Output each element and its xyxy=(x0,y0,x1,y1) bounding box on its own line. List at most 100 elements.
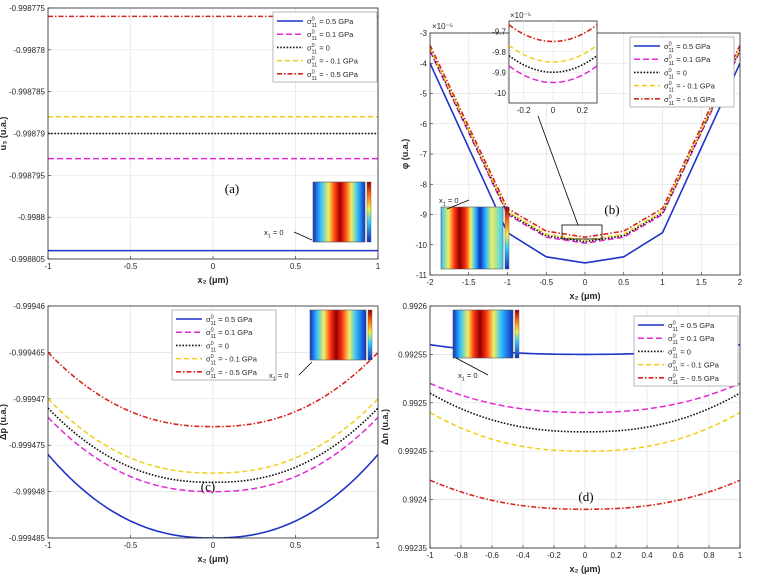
y-tick-label: 0.9926 xyxy=(403,302,428,311)
legend-entry: σ0 11 = 0.5 GPa xyxy=(664,42,711,55)
y-axis-label: Δp (u.a.) xyxy=(0,404,8,440)
y-tick-label: -9 xyxy=(420,211,428,220)
x-tick-label: -1 xyxy=(44,262,52,271)
legend-entry: σ0 11 = - 0.5 GPa xyxy=(206,367,258,380)
y-tick-label: 0.9924 xyxy=(403,496,428,505)
x-tick-label: -0.4 xyxy=(516,551,530,560)
y-tick-label: -0.99946 xyxy=(13,302,45,311)
y-tick-label: -11 xyxy=(416,271,428,280)
x-tick-label: 0.6 xyxy=(672,551,684,560)
x1-annotation: x1 = 0 xyxy=(439,196,459,208)
zoom-connector xyxy=(537,115,579,226)
colorbar xyxy=(366,181,372,243)
x1-annotation: x1 = 0 xyxy=(458,371,478,383)
x-tick-label: 0 xyxy=(211,541,216,550)
series-line xyxy=(48,453,378,538)
y-tick-label: -0.999485 xyxy=(9,534,46,543)
zoom-box xyxy=(561,224,603,240)
colorbar xyxy=(504,206,510,270)
panel-label: (a) xyxy=(225,181,239,196)
x-tick-label: 2 xyxy=(738,278,743,287)
x-tick-label: 0.8 xyxy=(703,551,715,560)
y-tick-label: -0.99947 xyxy=(13,395,45,404)
y-tick-label: -0.9988 xyxy=(18,213,46,222)
legend-entry: σ0 11 = 0 xyxy=(668,347,691,360)
heatmap-image xyxy=(309,309,367,361)
x-tick-label: -0.5 xyxy=(124,541,138,550)
legend-entry: σ0 11 = 0 xyxy=(206,341,229,354)
x-tick-label: 1 xyxy=(376,262,381,271)
x-tick-label: 0 xyxy=(583,278,588,287)
y-axis-label: φ (u.a.) xyxy=(400,139,410,169)
axes-frame xyxy=(429,305,741,549)
x-tick-label: 1.5 xyxy=(696,278,708,287)
legend-entry: σ0 11 = - 0.5 GPa xyxy=(664,94,716,107)
panel-label: (d) xyxy=(578,489,593,504)
legend-entry: σ0 11 = 0.1 GPa xyxy=(668,334,715,347)
series-line xyxy=(509,44,597,63)
axes-frame xyxy=(47,7,379,260)
x-tick-label: -1.5 xyxy=(462,278,476,287)
x-tick-label: -0.2 xyxy=(547,551,561,560)
x-tick-label: 0.5 xyxy=(290,262,302,271)
exponent-label: ×10⁻⁵ xyxy=(432,22,453,31)
x1-annotation: x1 = 0 xyxy=(269,371,289,383)
legend-entry: σ0 11 = - 0.1 GPa xyxy=(664,81,716,94)
inset-plot: -0.2 0 0.2 -9.7 -9.8 -9.9 -10 ×10⁻⁵ xyxy=(492,11,598,115)
y-tick-label: -5 xyxy=(420,90,428,99)
inset-series xyxy=(509,24,597,84)
y-tick-label: -0.99948 xyxy=(13,488,45,497)
x-tick-label: 0.4 xyxy=(641,551,653,560)
panel-b: -2 -1.5 -1 -0.5 0 0.5 1 1.5 2 -11 -10 -9 -8 -7 -6 -5 -4 -… xyxy=(400,11,743,301)
legend-entry: σ0 11 = 0.5 GPa xyxy=(307,17,354,30)
x-axis-label: x₂ (μm) xyxy=(197,554,228,564)
series-line xyxy=(430,49,740,243)
series-line xyxy=(509,65,597,84)
x-tick-label: 0 xyxy=(583,551,588,560)
colorbar xyxy=(367,309,373,361)
legend-entry: σ0 11 = 0 xyxy=(664,68,687,81)
heatmap-image xyxy=(440,206,504,270)
legend-entry: σ0 11 = - 0.1 GPa xyxy=(206,354,258,367)
y-tick-label: -10 xyxy=(494,89,506,98)
x1-arrow xyxy=(446,199,470,210)
x-axis-label: x₂ (μm) xyxy=(569,564,600,574)
y-tick-label: -0.998805 xyxy=(9,255,46,264)
y-tick-label: -0.99878 xyxy=(13,46,45,55)
x-tick-label: -1 xyxy=(44,541,52,550)
legend-entry: σ0 11 = - 0.5 GPa xyxy=(668,373,720,386)
axes-frame xyxy=(47,305,379,539)
y-tick-label: 0.9925 xyxy=(403,399,428,408)
x1-annotation: x1 = 0 xyxy=(264,228,284,240)
legend-entry: σ0 11 = 0.5 GPa xyxy=(206,315,253,328)
legend-entry: σ0 11 = 0.5 GPa xyxy=(668,321,715,334)
x1-arrow xyxy=(455,357,489,376)
x-tick-label: -0.2 xyxy=(517,106,531,115)
x-axis-label: x₂ (μm) xyxy=(197,275,228,285)
x-tick-label: -0.8 xyxy=(454,551,468,560)
x-tick-label: -0.5 xyxy=(124,262,138,271)
y-tick-label: -0.999465 xyxy=(9,348,46,357)
legend-entry: σ0 11 = 0.1 GPa xyxy=(307,30,354,43)
x1-arrow xyxy=(298,361,313,376)
x-tick-label: -0.5 xyxy=(539,278,553,287)
panel-c: -1 -0.5 0 0.5 1 -0.999485 -0.99948 -0.999475 -0.… xyxy=(0,302,381,564)
panel-a: -1 -0.5 0 0.5 1 -0.998805 -0.9988 -0.998795 -0.9… xyxy=(0,4,381,285)
y-tick-label: -8 xyxy=(420,180,428,189)
heatmap-image xyxy=(312,181,366,243)
y-axis-label: Δn (u.a.) xyxy=(380,409,390,445)
y-tick-label: 0.99235 xyxy=(398,544,427,553)
x-tick-label: 1 xyxy=(738,551,743,560)
series-line xyxy=(48,407,378,484)
series-group xyxy=(48,351,378,538)
panel-d: -1 -0.8 -0.6 -0.4 -0.2 0 0.2 0.4 0.6 0.8 1 0.99235 0… xyxy=(380,302,743,574)
series-line xyxy=(48,416,378,493)
x-tick-label: 0.2 xyxy=(610,551,622,560)
y-tick-label: -9.9 xyxy=(492,68,506,77)
x-tick-label: -1 xyxy=(426,551,434,560)
x-tick-label: 1 xyxy=(660,278,665,287)
x-tick-label: -0.6 xyxy=(485,551,499,560)
y-tick-label: -6 xyxy=(420,120,428,129)
legend-entry: σ0 11 = - 0.5 GPa xyxy=(307,69,359,82)
